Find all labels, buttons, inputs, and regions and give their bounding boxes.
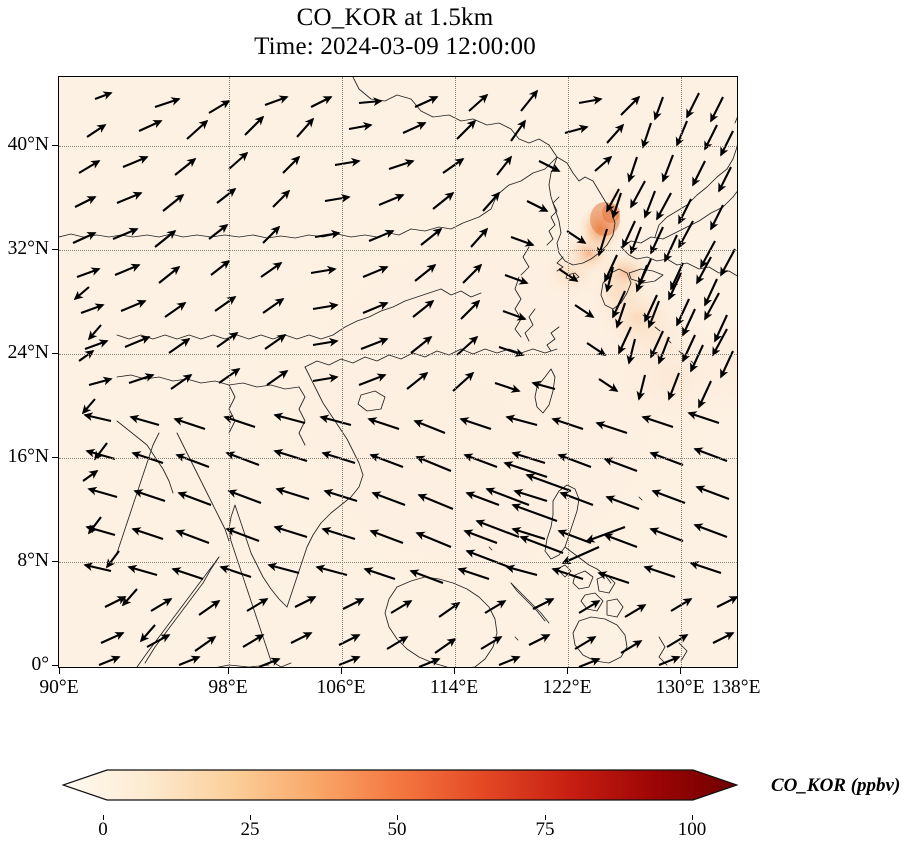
ytick-40 (52, 145, 58, 147)
xtick-114 (454, 668, 456, 674)
xtick-label-114: 114°E (429, 677, 479, 698)
figure-title: CO_KOR at 1.5km Time: 2024-03-09 12:00:0… (0, 4, 790, 61)
gridline-lat-8 (59, 562, 737, 563)
axis-annotations: 40°N 32°N 24°N 16°N 8°N 0° 90°E 98°E 106… (8, 76, 761, 698)
xtick-label-138: 138°E (711, 677, 761, 698)
xtick-label-106: 106°E (316, 677, 366, 698)
ytick-8 (52, 561, 58, 563)
ytick-label-40: 40°N (7, 134, 49, 155)
map-plot-area (58, 76, 738, 668)
ytick-label-24: 24°N (7, 342, 49, 363)
gridline-lat-32 (59, 250, 737, 251)
cbar-tick-25 (250, 815, 252, 820)
cbar-label-100: 100 (677, 819, 707, 840)
ytick-24 (52, 353, 58, 355)
title-line-variable: CO_KOR at 1.5km (296, 4, 494, 31)
title-line-time: Time: 2024-03-09 12:00:00 (254, 32, 536, 60)
gridline-lon-98 (229, 77, 230, 667)
wind-vector-layer (72, 89, 737, 667)
ytick-0 (52, 665, 58, 667)
colorbar-region: 0 25 50 75 100 CO_KOR (ppbv) (0, 755, 920, 840)
cbar-label-0: 0 (98, 819, 108, 840)
cbar-tick-0 (103, 815, 105, 820)
xtick-122 (567, 668, 569, 674)
gridline-lat-24 (59, 354, 737, 355)
ytick-label-16: 16°N (7, 446, 49, 467)
gridline-lon-114 (455, 77, 456, 667)
ytick-label-0: 0° (31, 654, 49, 675)
colorbar-title: CO_KOR (ppbv) (771, 775, 901, 796)
xtick-label-90: 90°E (39, 677, 79, 698)
ytick-label-32: 32°N (7, 238, 49, 259)
cbar-tick-50 (397, 815, 399, 820)
gridline-lon-130 (681, 77, 682, 667)
xtick-label-98: 98°E (208, 677, 248, 698)
xtick-106 (341, 668, 343, 674)
xtick-90 (59, 668, 61, 674)
xtick-label-130: 130°E (655, 677, 705, 698)
xtick-98 (228, 668, 230, 674)
ytick-label-8: 8°N (17, 550, 49, 571)
colorbar-gradient (62, 769, 738, 801)
gridline-lat-16 (59, 458, 737, 459)
gridline-lon-122 (568, 77, 569, 667)
gridline-lon-106 (342, 77, 343, 667)
ytick-16 (52, 457, 58, 459)
colorbar[interactable]: 0 25 50 75 100 (62, 768, 738, 840)
gridline-lat-40 (59, 146, 737, 147)
xtick-label-122: 122°E (542, 677, 592, 698)
cbar-label-50: 50 (387, 819, 407, 840)
cbar-tick-75 (545, 815, 547, 820)
cbar-tick-100 (692, 815, 694, 820)
cbar-label-75: 75 (535, 819, 555, 840)
xtick-130 (680, 668, 682, 674)
map-layers (59, 77, 737, 667)
cbar-label-25: 25 (240, 819, 260, 840)
ytick-32 (52, 249, 58, 251)
